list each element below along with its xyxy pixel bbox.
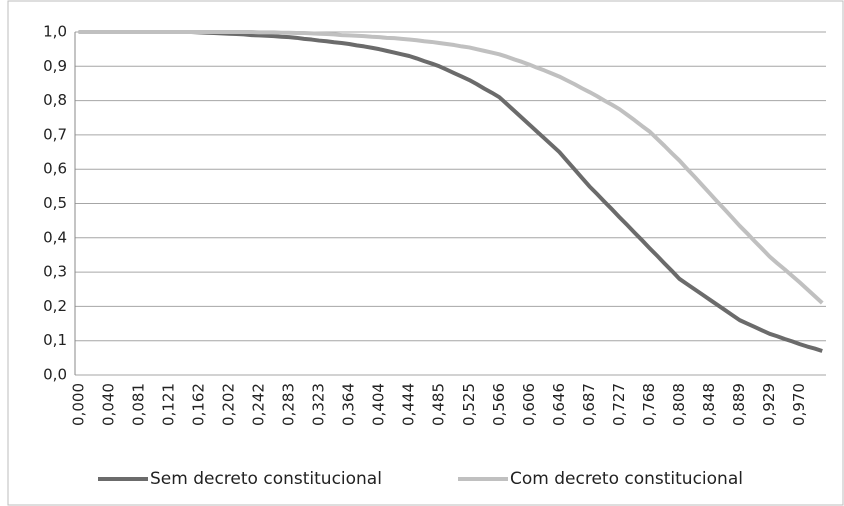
legend-label: Sem decreto constitucional xyxy=(150,469,382,489)
x-tick-label: 0,566 xyxy=(490,383,508,426)
x-tick-label: 0,081 xyxy=(129,383,147,426)
x-tick-label: 0,121 xyxy=(159,383,177,426)
x-tick-label: 0,242 xyxy=(249,383,267,426)
legend-label: Com decreto constitucional xyxy=(510,469,743,489)
x-tick-label: 0,000 xyxy=(69,383,87,426)
x-tick-label: 0,646 xyxy=(550,383,568,426)
x-tick-label: 0,687 xyxy=(580,383,598,426)
y-tick-label: 1,0 xyxy=(43,23,67,41)
x-tick-label: 0,040 xyxy=(99,383,117,426)
x-tick-label: 0,323 xyxy=(310,383,328,426)
x-tick-label: 0,727 xyxy=(610,383,628,426)
y-tick-label: 0,9 xyxy=(43,57,67,75)
x-tick-label: 0,283 xyxy=(280,383,298,426)
y-tick-label: 0,1 xyxy=(43,331,67,349)
x-tick-label: 0,444 xyxy=(400,383,418,426)
y-tick-label: 0,3 xyxy=(43,263,67,281)
x-tick-label: 0,364 xyxy=(340,383,358,426)
x-tick-label: 0,606 xyxy=(520,383,538,426)
x-tick-label: 0,848 xyxy=(700,383,718,426)
x-tick-label: 0,970 xyxy=(790,383,808,426)
y-tick-label: 0,0 xyxy=(43,366,67,384)
y-tick-label: 0,7 xyxy=(43,125,67,143)
x-tick-label: 0,889 xyxy=(730,383,748,426)
y-tick-label: 0,8 xyxy=(43,91,67,109)
line-series xyxy=(78,30,824,305)
x-tick-label: 0,485 xyxy=(430,383,448,426)
x-tick-label: 0,929 xyxy=(760,383,778,426)
x-tick-label: 0,162 xyxy=(189,383,207,426)
y-tick-label: 0,5 xyxy=(43,194,67,212)
y-tick-label: 0,2 xyxy=(43,297,67,315)
y-tick-label: 0,6 xyxy=(43,160,67,178)
x-tick-label: 0,768 xyxy=(640,383,658,426)
x-tick-label: 0,404 xyxy=(370,383,388,426)
x-tick-label: 0,808 xyxy=(670,383,688,426)
chart-frame xyxy=(7,0,844,506)
y-tick-label: 0,4 xyxy=(43,228,67,246)
x-tick-label: 0,202 xyxy=(219,383,237,426)
x-tick-label: 0,525 xyxy=(460,383,478,426)
